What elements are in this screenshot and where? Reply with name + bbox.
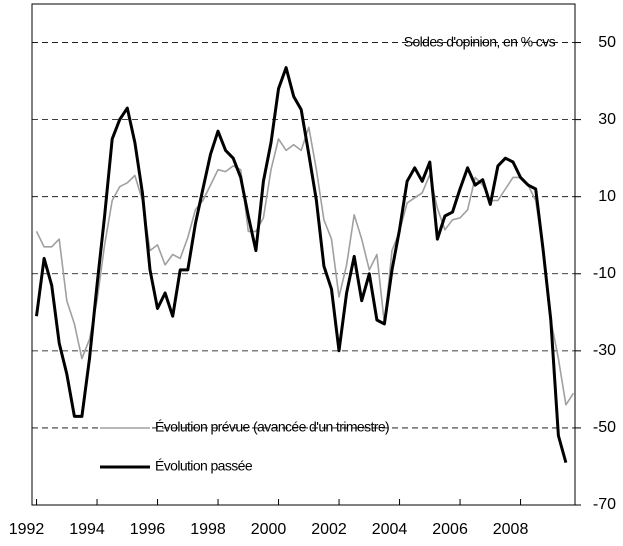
legend-label: Évolution prévue (avancée d'un trimestre… bbox=[155, 419, 389, 435]
series-line bbox=[35, 66, 568, 464]
y-tick-label: 30 bbox=[598, 111, 616, 128]
x-tick-label: 2006 bbox=[432, 521, 468, 538]
x-tick-label: 2008 bbox=[493, 521, 529, 538]
y-tick-label: -70 bbox=[593, 496, 616, 513]
x-tick-label: 1998 bbox=[190, 521, 226, 538]
y-tick-label: -30 bbox=[593, 342, 616, 359]
y-tick-label: -10 bbox=[593, 265, 616, 282]
legend-label: Évolution passée bbox=[155, 458, 253, 474]
series-line bbox=[35, 126, 575, 406]
x-tick-label: 1994 bbox=[69, 521, 105, 538]
y-tick-label: 10 bbox=[598, 188, 616, 205]
x-tick-label: 2000 bbox=[251, 521, 287, 538]
x-tick-label: 2002 bbox=[311, 521, 347, 538]
x-tick-label: 2004 bbox=[372, 521, 408, 538]
y-tick-label: -50 bbox=[593, 419, 616, 436]
y-tick-label: 50 bbox=[598, 34, 616, 51]
annotation: Soldes d'opinion, en % cvs bbox=[404, 34, 556, 50]
x-tick-label: 1992 bbox=[9, 521, 45, 538]
x-tick-label: 1996 bbox=[130, 521, 166, 538]
